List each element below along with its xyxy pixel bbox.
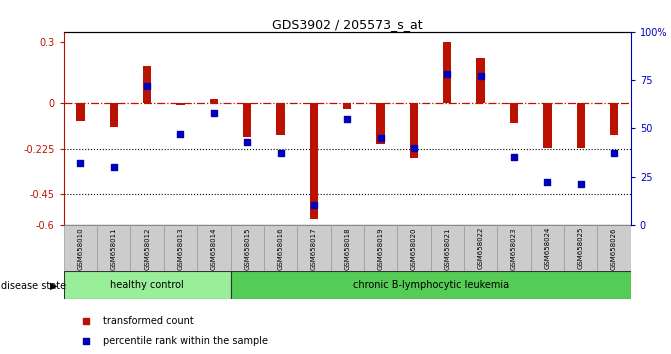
Point	[442, 72, 453, 77]
Text: GSM658020: GSM658020	[411, 227, 417, 270]
Text: GSM658026: GSM658026	[611, 227, 617, 270]
Point	[309, 202, 319, 208]
Bar	[443, 42, 452, 103]
FancyBboxPatch shape	[64, 225, 97, 271]
Text: GSM658013: GSM658013	[177, 227, 183, 270]
Point	[542, 179, 553, 185]
FancyBboxPatch shape	[97, 225, 130, 271]
Point	[548, 211, 559, 217]
Text: GSM658019: GSM658019	[378, 227, 384, 270]
Text: GSM658014: GSM658014	[211, 227, 217, 270]
Point	[475, 73, 486, 79]
Text: percentile rank within the sample: percentile rank within the sample	[103, 336, 268, 346]
Text: transformed count: transformed count	[103, 316, 194, 326]
Text: GSM658024: GSM658024	[544, 227, 550, 269]
Bar	[576, 103, 585, 148]
FancyBboxPatch shape	[197, 225, 231, 271]
Text: GSM658011: GSM658011	[111, 227, 117, 270]
Text: GSM658021: GSM658021	[444, 227, 450, 270]
FancyBboxPatch shape	[231, 225, 264, 271]
Bar	[109, 103, 118, 127]
Text: GSM658023: GSM658023	[511, 227, 517, 270]
FancyBboxPatch shape	[130, 225, 164, 271]
Text: healthy control: healthy control	[110, 280, 184, 290]
Point	[342, 116, 353, 121]
Bar	[410, 103, 418, 158]
FancyBboxPatch shape	[364, 225, 397, 271]
FancyBboxPatch shape	[64, 271, 231, 299]
Text: GSM658015: GSM658015	[244, 227, 250, 270]
FancyBboxPatch shape	[464, 225, 497, 271]
Point	[109, 164, 119, 170]
Bar	[209, 99, 218, 103]
Bar	[243, 103, 252, 137]
Point	[375, 135, 386, 141]
Point	[509, 154, 519, 160]
Bar	[476, 58, 485, 103]
Text: ▶: ▶	[50, 281, 58, 291]
FancyBboxPatch shape	[564, 225, 597, 271]
Text: GSM658025: GSM658025	[578, 227, 584, 269]
Title: GDS3902 / 205573_s_at: GDS3902 / 205573_s_at	[272, 18, 423, 31]
Bar	[76, 103, 85, 121]
FancyBboxPatch shape	[397, 225, 431, 271]
FancyBboxPatch shape	[264, 225, 297, 271]
Point	[242, 139, 252, 145]
Point	[275, 150, 286, 156]
FancyBboxPatch shape	[497, 225, 531, 271]
FancyBboxPatch shape	[431, 225, 464, 271]
Bar	[143, 67, 151, 103]
FancyBboxPatch shape	[597, 225, 631, 271]
Bar	[343, 103, 352, 109]
Point	[142, 83, 152, 89]
Text: GSM658010: GSM658010	[77, 227, 83, 270]
Text: GSM658018: GSM658018	[344, 227, 350, 270]
Bar	[176, 103, 185, 105]
FancyBboxPatch shape	[164, 225, 197, 271]
Point	[209, 110, 219, 116]
Point	[409, 145, 419, 150]
FancyBboxPatch shape	[231, 271, 631, 299]
Bar	[376, 103, 384, 144]
Text: disease state: disease state	[1, 281, 66, 291]
Text: GSM658022: GSM658022	[478, 227, 484, 269]
Text: chronic B-lymphocytic leukemia: chronic B-lymphocytic leukemia	[352, 280, 509, 290]
Point	[575, 182, 586, 187]
Bar	[276, 103, 285, 136]
FancyBboxPatch shape	[331, 225, 364, 271]
FancyBboxPatch shape	[297, 225, 331, 271]
Text: GSM658016: GSM658016	[278, 227, 284, 270]
Point	[548, 27, 559, 33]
Point	[175, 131, 186, 137]
Bar	[610, 103, 618, 136]
FancyBboxPatch shape	[531, 225, 564, 271]
Text: GSM658017: GSM658017	[311, 227, 317, 270]
Bar	[310, 103, 318, 219]
Point	[75, 160, 86, 166]
Text: GSM658012: GSM658012	[144, 227, 150, 270]
Bar	[544, 103, 552, 148]
Point	[609, 150, 619, 156]
Bar	[510, 103, 518, 123]
